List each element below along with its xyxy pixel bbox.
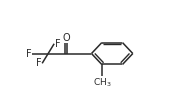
Text: F: F [36, 58, 41, 68]
Text: F: F [55, 39, 60, 49]
Text: O: O [62, 33, 70, 43]
Text: CH$_3$: CH$_3$ [93, 76, 111, 89]
Text: F: F [26, 49, 31, 59]
